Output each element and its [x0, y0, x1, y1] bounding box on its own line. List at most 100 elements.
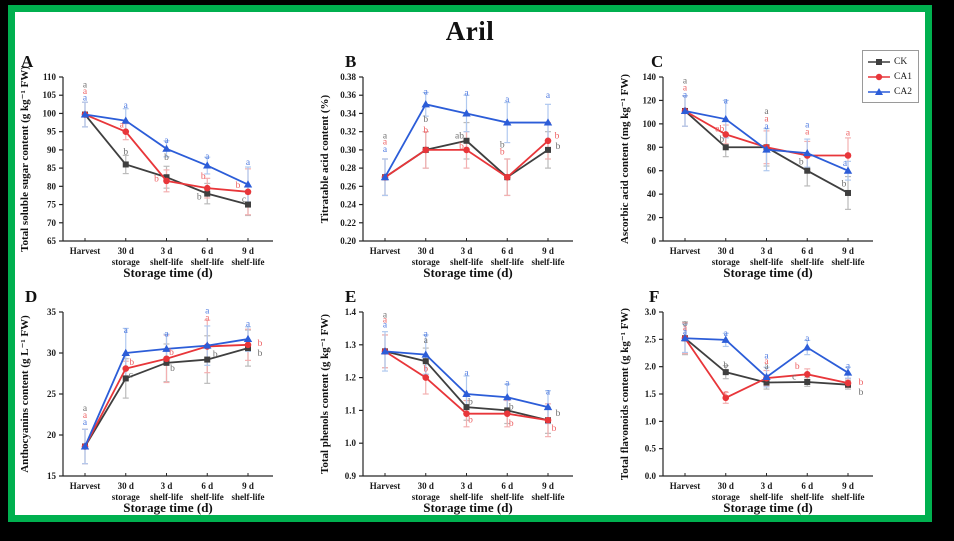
- svg-text:b: b: [213, 350, 218, 360]
- svg-text:a: a: [805, 127, 810, 137]
- svg-text:a: a: [683, 328, 688, 338]
- svg-text:6 d: 6 d: [501, 481, 513, 491]
- svg-text:shelf-life: shelf-life: [232, 257, 265, 267]
- svg-text:a: a: [764, 357, 769, 367]
- svg-text:shelf-life: shelf-life: [191, 257, 224, 267]
- svg-text:b: b: [795, 362, 800, 372]
- svg-text:shelf-life: shelf-life: [532, 492, 565, 502]
- panel-a-chart: 65 70 75 80 85 90 95 100 105 110 Harvest 30 dstorag…: [19, 52, 273, 280]
- legend-item-ck: CK: [867, 54, 912, 69]
- svg-text:shelf-life: shelf-life: [832, 257, 865, 267]
- svg-text:a: a: [764, 115, 769, 125]
- svg-text:b: b: [164, 153, 169, 163]
- svg-text:a: a: [843, 159, 848, 169]
- svg-text:a: a: [805, 334, 810, 344]
- svg-text:a: a: [124, 101, 129, 111]
- svg-text:60: 60: [647, 166, 657, 176]
- svg-text:b: b: [509, 402, 514, 412]
- svg-text:a: a: [164, 329, 169, 339]
- svg-text:Harvest: Harvest: [370, 481, 401, 491]
- svg-text:80: 80: [47, 181, 57, 191]
- svg-text:a: a: [124, 326, 129, 336]
- svg-text:Ascorbic acid content (mg kg⁻¹: Ascorbic acid content (mg kg⁻¹ FW): [619, 74, 631, 244]
- svg-text:shelf-life: shelf-life: [791, 257, 824, 267]
- svg-text:a: a: [383, 131, 388, 141]
- svg-text:F: F: [649, 287, 659, 306]
- svg-text:a: a: [724, 96, 729, 106]
- svg-text:a: a: [164, 136, 169, 146]
- svg-text:6 d: 6 d: [201, 246, 213, 256]
- svg-text:a: a: [764, 362, 769, 372]
- svg-text:0.28: 0.28: [340, 163, 356, 173]
- svg-text:shelf-life: shelf-life: [150, 257, 183, 267]
- svg-text:shelf-life: shelf-life: [750, 492, 783, 502]
- svg-text:b: b: [423, 364, 428, 374]
- svg-text:b: b: [842, 180, 847, 190]
- svg-text:Total phenols content (g kg⁻¹: Total phenols content (g kg⁻¹ FW): [319, 314, 331, 474]
- svg-text:Titratable acid content (%): Titratable acid content (%): [319, 94, 331, 223]
- svg-text:shelf-life: shelf-life: [150, 492, 183, 502]
- svg-text:90: 90: [47, 145, 57, 155]
- svg-text:1.4: 1.4: [345, 307, 357, 317]
- svg-text:Storage time (d): Storage time (d): [123, 500, 213, 515]
- panel-b-chart: 0.20 0.22 0.24 0.26 0.28 0.30 0.32 0.34 0.36 0.38…: [319, 52, 573, 280]
- svg-text:3 d: 3 d: [461, 246, 473, 256]
- svg-text:95: 95: [47, 127, 57, 137]
- svg-text:a: a: [683, 319, 688, 329]
- svg-text:105: 105: [43, 90, 57, 100]
- svg-text:3.0: 3.0: [645, 307, 657, 317]
- legend-label: CK: [894, 56, 908, 67]
- svg-text:b: b: [719, 135, 724, 145]
- svg-text:35: 35: [47, 307, 57, 317]
- svg-text:3 d: 3 d: [161, 246, 173, 256]
- svg-text:0.5: 0.5: [645, 444, 657, 454]
- svg-text:storage: storage: [412, 492, 440, 502]
- svg-text:a: a: [683, 91, 688, 101]
- svg-text:30 d: 30 d: [718, 481, 734, 491]
- svg-text:100: 100: [43, 108, 57, 118]
- svg-text:110: 110: [43, 72, 57, 82]
- svg-text:b: b: [500, 140, 505, 150]
- svg-text:b: b: [555, 131, 560, 141]
- svg-text:30 d: 30 d: [118, 481, 134, 491]
- svg-text:shelf-life: shelf-life: [532, 257, 565, 267]
- svg-text:0.26: 0.26: [340, 181, 356, 191]
- svg-text:b: b: [468, 416, 473, 426]
- svg-text:a: a: [764, 352, 769, 362]
- svg-text:6 d: 6 d: [201, 481, 213, 491]
- circle-marker-icon: [868, 73, 891, 80]
- svg-text:Storage time (d): Storage time (d): [723, 265, 813, 280]
- svg-text:c: c: [792, 373, 796, 383]
- svg-text:6 d: 6 d: [801, 246, 813, 256]
- svg-text:b: b: [723, 361, 728, 371]
- svg-text:0.36: 0.36: [340, 90, 356, 100]
- series-ca1-errorbars: [382, 121, 551, 197]
- svg-text:b: b: [859, 388, 864, 398]
- series-ca1-line: [381, 348, 552, 424]
- figure-title: Aril: [445, 16, 495, 46]
- svg-text:75: 75: [47, 200, 57, 210]
- svg-text:85: 85: [47, 163, 57, 173]
- svg-text:c: c: [242, 195, 246, 205]
- square-marker-icon: [868, 58, 891, 65]
- legend-item-ca2: CA2: [867, 84, 912, 99]
- svg-text:shelf-life: shelf-life: [191, 492, 224, 502]
- svg-text:Storage time (d): Storage time (d): [423, 500, 513, 515]
- svg-text:a: a: [205, 314, 210, 324]
- svg-text:a: a: [205, 152, 210, 162]
- svg-text:3 d: 3 d: [461, 481, 473, 491]
- svg-text:15: 15: [47, 471, 57, 481]
- svg-text:120: 120: [643, 95, 657, 105]
- svg-text:a: a: [120, 120, 125, 130]
- svg-text:3 d: 3 d: [161, 481, 173, 491]
- svg-text:Harvest: Harvest: [70, 481, 101, 491]
- svg-text:b: b: [258, 339, 263, 349]
- svg-text:20: 20: [647, 213, 657, 223]
- svg-text:Total flavonoids content (g kg: Total flavonoids content (g kg⁻¹ FW): [619, 308, 631, 481]
- svg-text:9 d: 9 d: [242, 481, 254, 491]
- legend-label: CA2: [894, 86, 912, 97]
- svg-text:a: a: [683, 77, 688, 87]
- svg-text:30: 30: [47, 348, 57, 358]
